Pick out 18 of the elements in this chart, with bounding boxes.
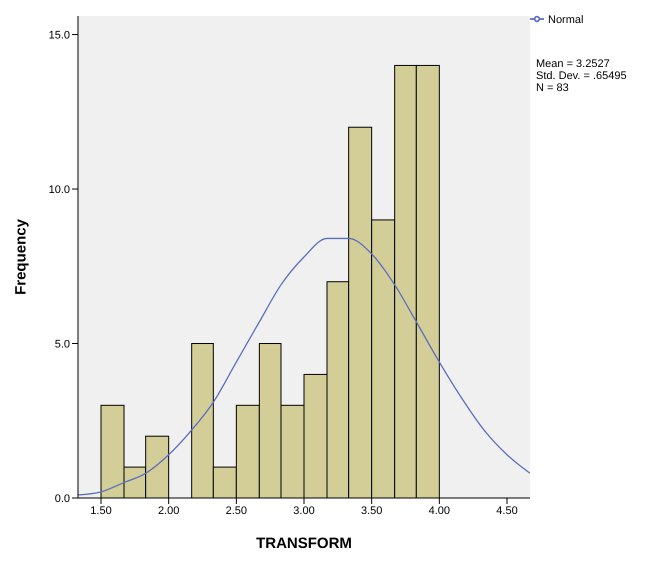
y-tick-label: 10.0: [48, 184, 70, 196]
text: N = 83: [536, 82, 570, 94]
x-tick-label: 4.50: [496, 504, 518, 517]
legend-label: Normal: [548, 14, 584, 26]
x-tick-label: 2.50: [226, 504, 248, 517]
x-tick-label: 3.00: [293, 504, 315, 517]
y-tick-label: 0.0: [54, 492, 70, 505]
x-tick-label: 3.50: [360, 504, 382, 517]
x-axis-title: TRANSFORM: [256, 535, 352, 552]
x-tick-label: 4.00: [428, 504, 450, 517]
y-tick-label: 15.0: [48, 29, 70, 42]
text: Mean = 3.2527: [536, 58, 611, 70]
y-axis-title: Frequency: [12, 218, 30, 295]
y-tick-label: 5.0: [54, 338, 70, 350]
x-tick-label: 1.50: [90, 504, 112, 517]
text: Std. Dev. = .65495: [536, 70, 627, 82]
line-series: [78, 238, 530, 496]
x-tick-label: 2.00: [158, 504, 180, 517]
